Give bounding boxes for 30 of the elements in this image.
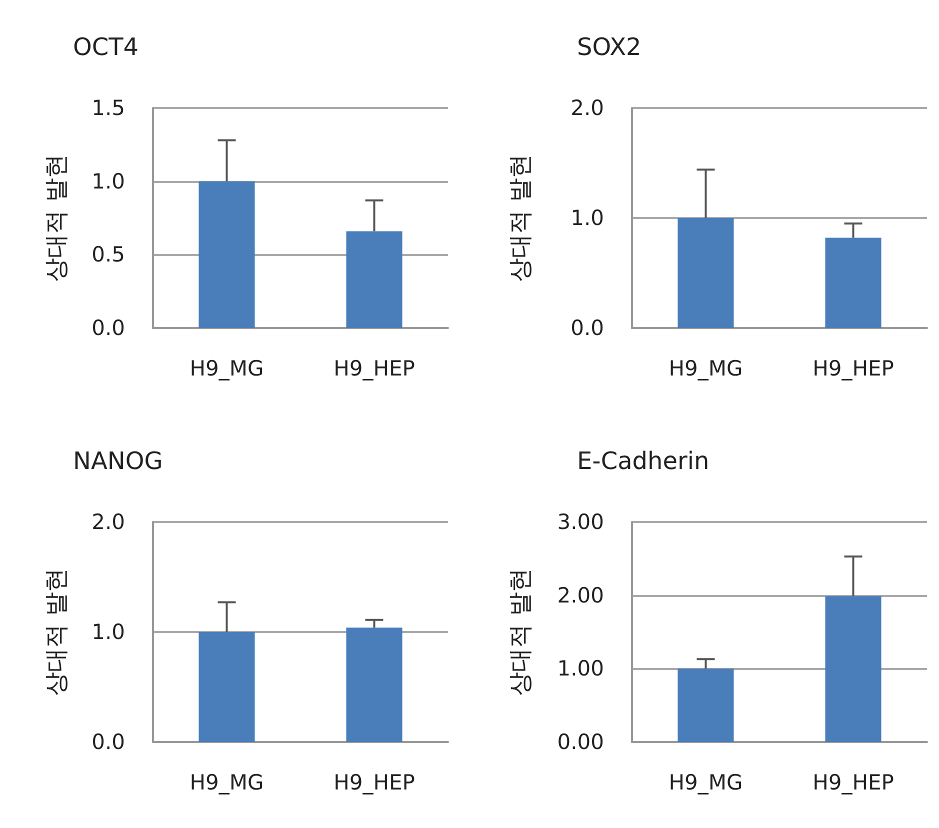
- chart-title: OCT4: [73, 33, 139, 61]
- y-tick-label: 0.0: [92, 316, 125, 340]
- y-axis-title: 상대적 발현: [42, 154, 70, 282]
- y-tick-label: 0.0: [92, 730, 125, 754]
- x-tick-label: H9_MG: [190, 356, 264, 380]
- y-tick-label: 1.5: [92, 96, 125, 120]
- x-tick-label: H9_HEP: [334, 356, 415, 380]
- y-tick-label: 1.0: [570, 206, 604, 230]
- x-tick-label: H9_HEP: [334, 770, 415, 794]
- x-tick-label: H9_MG: [668, 770, 743, 794]
- y-tick-label: 2.0: [92, 510, 125, 534]
- y-tick-label: 1.0: [92, 620, 125, 644]
- x-tick-label: H9_HEP: [812, 356, 894, 380]
- y-tick-label: 1.00: [557, 656, 604, 681]
- x-tick-label: H9_MG: [190, 770, 264, 794]
- y-tick-label: 0.00: [557, 730, 604, 754]
- y-axis-title: 상대적 발현: [42, 568, 70, 696]
- y-tick-label: 2.0: [570, 96, 604, 120]
- x-tick-label: H9_MG: [668, 356, 743, 380]
- chart-title: NANOG: [73, 447, 163, 475]
- chart-title: E-Cadherin: [577, 447, 710, 475]
- y-tick-label: 3.00: [557, 510, 604, 534]
- y-tick-label: 0.0: [570, 316, 604, 340]
- x-tick-label: H9_HEP: [812, 770, 894, 794]
- y-axis-title: 상대적 발현: [506, 568, 534, 696]
- chart-title: SOX2: [577, 33, 642, 61]
- y-tick-label: 0.5: [92, 242, 125, 267]
- y-tick-label: 2.00: [557, 583, 604, 608]
- y-tick-label: 1.0: [92, 169, 125, 194]
- y-axis-title: 상대적 발현: [506, 154, 534, 282]
